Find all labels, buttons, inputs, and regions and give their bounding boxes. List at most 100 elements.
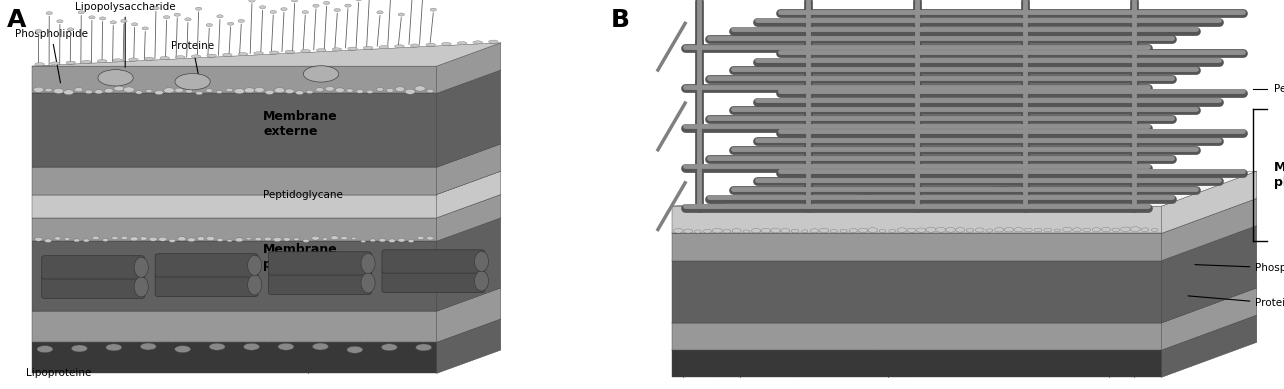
Ellipse shape bbox=[175, 74, 211, 90]
Ellipse shape bbox=[312, 343, 329, 350]
Ellipse shape bbox=[99, 17, 105, 20]
Ellipse shape bbox=[395, 87, 404, 91]
Ellipse shape bbox=[404, 89, 415, 94]
Polygon shape bbox=[437, 218, 501, 311]
Polygon shape bbox=[32, 144, 501, 167]
Ellipse shape bbox=[185, 89, 193, 93]
Polygon shape bbox=[672, 315, 1257, 350]
Ellipse shape bbox=[248, 255, 262, 275]
Polygon shape bbox=[672, 226, 1257, 261]
Ellipse shape bbox=[1072, 228, 1081, 232]
Ellipse shape bbox=[976, 228, 984, 232]
Ellipse shape bbox=[367, 90, 374, 93]
Ellipse shape bbox=[295, 91, 303, 95]
Ellipse shape bbox=[95, 90, 103, 94]
Ellipse shape bbox=[908, 228, 915, 232]
Ellipse shape bbox=[294, 238, 299, 241]
Text: A: A bbox=[6, 8, 26, 32]
Polygon shape bbox=[32, 194, 437, 218]
Ellipse shape bbox=[176, 56, 185, 59]
Ellipse shape bbox=[683, 229, 692, 233]
Polygon shape bbox=[672, 323, 1162, 350]
Ellipse shape bbox=[98, 60, 107, 63]
Ellipse shape bbox=[361, 240, 366, 242]
Ellipse shape bbox=[386, 88, 394, 92]
Text: Peptidoglycane: Peptidoglycane bbox=[263, 189, 343, 200]
Ellipse shape bbox=[743, 230, 750, 233]
Ellipse shape bbox=[704, 230, 711, 233]
Ellipse shape bbox=[955, 228, 966, 232]
Ellipse shape bbox=[105, 344, 122, 351]
Ellipse shape bbox=[302, 11, 308, 14]
Ellipse shape bbox=[394, 45, 404, 48]
Ellipse shape bbox=[1093, 228, 1100, 232]
Ellipse shape bbox=[312, 236, 320, 240]
Ellipse shape bbox=[356, 0, 362, 1]
Ellipse shape bbox=[1121, 227, 1130, 231]
Ellipse shape bbox=[227, 239, 232, 242]
Ellipse shape bbox=[65, 61, 76, 64]
Polygon shape bbox=[32, 194, 501, 218]
Ellipse shape bbox=[936, 228, 946, 232]
Polygon shape bbox=[672, 171, 1257, 206]
Ellipse shape bbox=[285, 50, 295, 53]
Ellipse shape bbox=[361, 273, 375, 293]
Ellipse shape bbox=[781, 229, 790, 233]
Ellipse shape bbox=[249, 0, 256, 2]
Ellipse shape bbox=[986, 229, 993, 232]
Ellipse shape bbox=[363, 46, 372, 49]
Ellipse shape bbox=[426, 43, 435, 46]
Ellipse shape bbox=[195, 7, 202, 10]
Ellipse shape bbox=[273, 237, 281, 242]
Ellipse shape bbox=[270, 11, 276, 14]
Text: Membrane
plasmique: Membrane plasmique bbox=[263, 243, 338, 271]
Ellipse shape bbox=[209, 343, 225, 350]
Ellipse shape bbox=[134, 277, 149, 297]
Ellipse shape bbox=[155, 90, 163, 95]
Ellipse shape bbox=[473, 41, 483, 44]
Polygon shape bbox=[32, 342, 437, 373]
Ellipse shape bbox=[74, 88, 83, 92]
Ellipse shape bbox=[143, 27, 149, 30]
FancyBboxPatch shape bbox=[155, 273, 258, 296]
Ellipse shape bbox=[248, 275, 262, 295]
Ellipse shape bbox=[128, 58, 139, 61]
Ellipse shape bbox=[442, 42, 451, 46]
Ellipse shape bbox=[398, 238, 406, 242]
Ellipse shape bbox=[50, 62, 60, 65]
Polygon shape bbox=[1162, 288, 1257, 350]
Text: B: B bbox=[610, 8, 629, 32]
Ellipse shape bbox=[966, 228, 973, 232]
Ellipse shape bbox=[889, 229, 896, 233]
Ellipse shape bbox=[64, 237, 71, 240]
Ellipse shape bbox=[723, 230, 731, 233]
Ellipse shape bbox=[381, 344, 397, 351]
Ellipse shape bbox=[333, 48, 342, 51]
Ellipse shape bbox=[234, 89, 244, 94]
Ellipse shape bbox=[217, 15, 223, 18]
Polygon shape bbox=[32, 311, 437, 342]
Ellipse shape bbox=[244, 88, 254, 93]
Ellipse shape bbox=[54, 88, 64, 94]
Ellipse shape bbox=[254, 52, 263, 55]
Ellipse shape bbox=[370, 239, 376, 242]
Ellipse shape bbox=[265, 237, 271, 241]
Polygon shape bbox=[437, 194, 501, 241]
Ellipse shape bbox=[335, 88, 344, 93]
Ellipse shape bbox=[1034, 228, 1041, 232]
Polygon shape bbox=[672, 198, 1257, 233]
Ellipse shape bbox=[430, 8, 437, 11]
Ellipse shape bbox=[751, 228, 760, 233]
Ellipse shape bbox=[322, 238, 327, 240]
Ellipse shape bbox=[376, 11, 383, 14]
Ellipse shape bbox=[324, 2, 330, 5]
Polygon shape bbox=[672, 206, 1162, 233]
Ellipse shape bbox=[361, 253, 375, 273]
Text: Membrane
plasmique: Membrane plasmique bbox=[1274, 161, 1284, 189]
Ellipse shape bbox=[217, 238, 223, 242]
Ellipse shape bbox=[334, 9, 340, 12]
Ellipse shape bbox=[164, 88, 175, 93]
Ellipse shape bbox=[185, 18, 191, 21]
Ellipse shape bbox=[130, 237, 139, 241]
Polygon shape bbox=[32, 218, 437, 241]
